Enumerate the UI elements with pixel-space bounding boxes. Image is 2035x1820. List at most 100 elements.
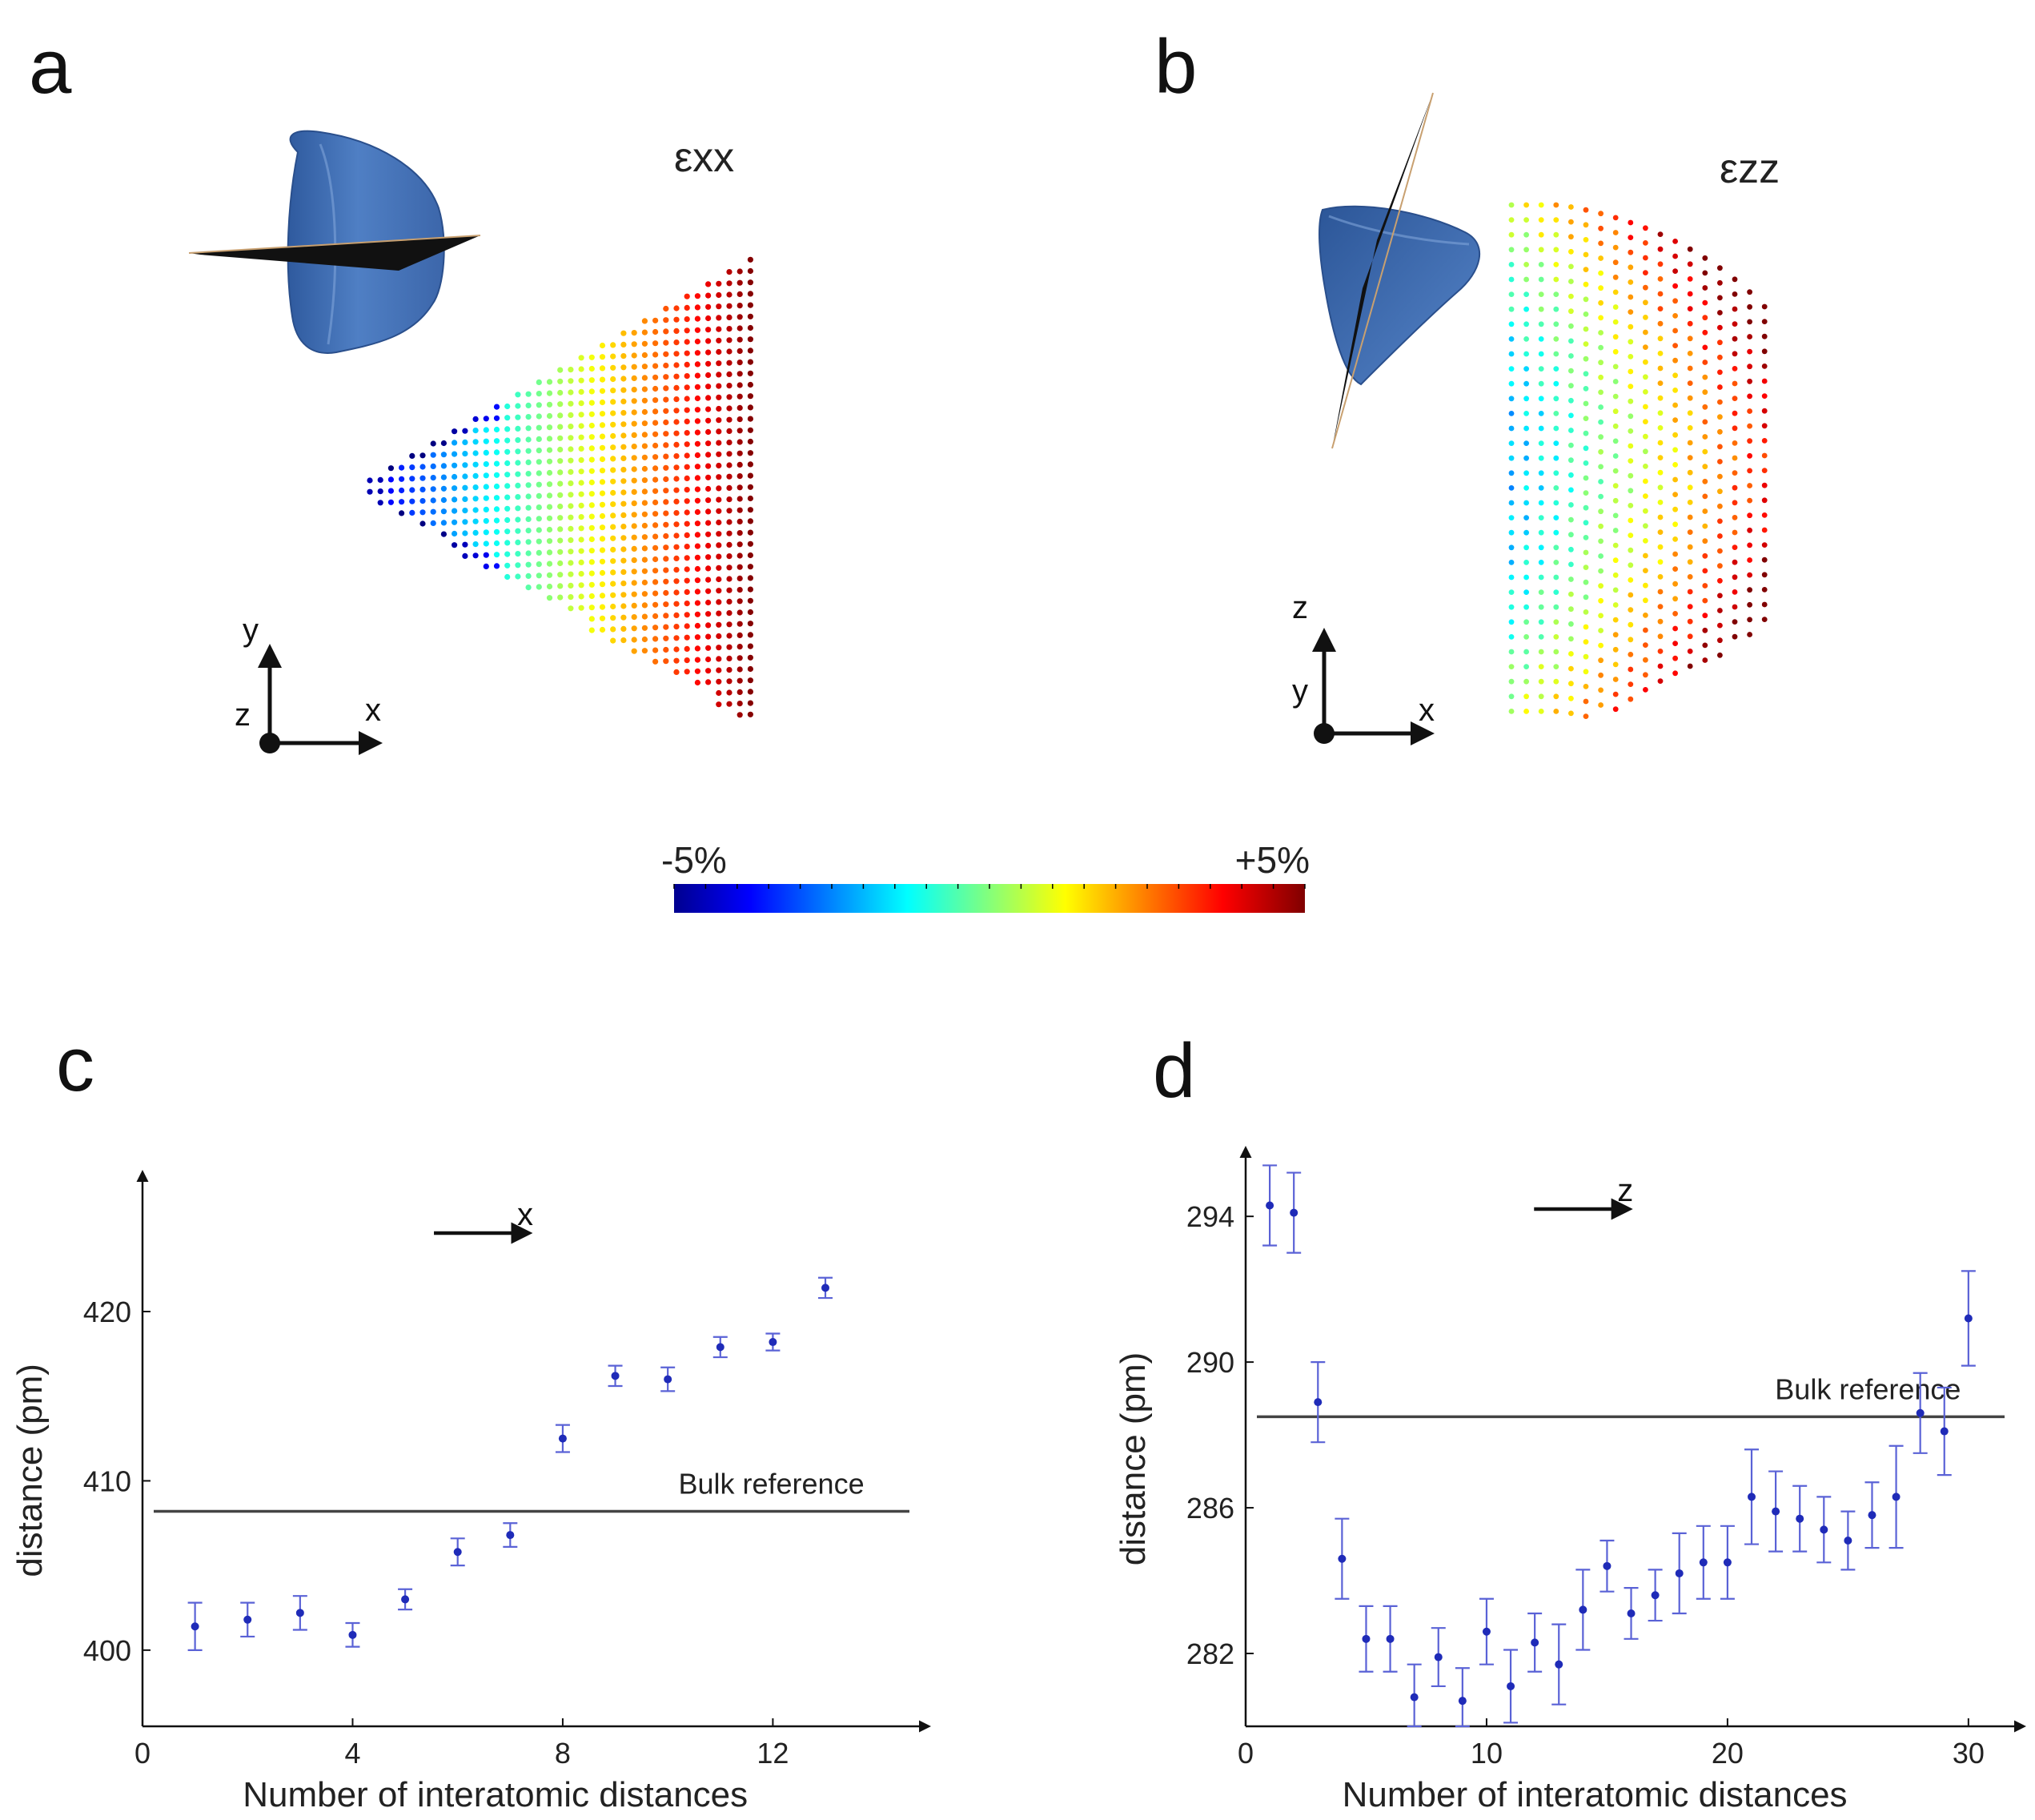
lattice-point	[631, 387, 637, 393]
lattice-point	[1732, 425, 1738, 432]
lattice-point	[1672, 536, 1679, 542]
lattice-point	[694, 679, 701, 686]
lattice-point	[663, 305, 669, 312]
lattice-point	[631, 444, 637, 450]
data-point	[1913, 1372, 1928, 1454]
lattice-point	[1598, 642, 1604, 649]
lattice-point	[1717, 428, 1723, 435]
lattice-point	[673, 567, 680, 573]
lattice-point	[483, 427, 489, 433]
lattice-point	[599, 411, 606, 417]
data-point	[1431, 1627, 1446, 1688]
lattice-point	[1598, 493, 1604, 500]
lattice-point	[440, 440, 448, 447]
data-point	[1937, 1386, 1952, 1476]
lattice-point	[641, 568, 648, 574]
lattice-point	[1717, 279, 1723, 286]
lattice-point	[599, 569, 606, 577]
lattice-point	[747, 336, 754, 343]
lattice-point	[1732, 335, 1738, 342]
lattice-point	[673, 373, 680, 380]
lattice-point	[1747, 408, 1753, 414]
lattice-point	[525, 391, 532, 397]
lattice-point	[1657, 678, 1664, 684]
lattice-point	[1538, 515, 1544, 520]
lattice-point	[610, 421, 616, 428]
lattice-point	[1612, 364, 1619, 370]
lattice-point	[631, 477, 637, 484]
lattice-point	[1702, 270, 1708, 276]
lattice-point	[694, 338, 701, 345]
data-marker	[1699, 1558, 1708, 1567]
data-point	[660, 1366, 676, 1392]
lattice-point	[652, 465, 659, 472]
lattice-point	[652, 533, 659, 540]
lattice-point	[557, 446, 564, 453]
data-point	[1720, 1525, 1735, 1600]
lattice-point	[1612, 691, 1619, 697]
lattice-point	[610, 569, 616, 576]
lattice-point	[1687, 484, 1693, 491]
lattice-point	[1568, 428, 1574, 433]
lattice-point	[716, 701, 722, 708]
lattice-point	[1687, 306, 1693, 311]
lattice-point	[726, 428, 733, 435]
panel-a-axis-right-label: x	[365, 693, 381, 728]
lattice-point	[663, 396, 669, 403]
lattice-point	[726, 519, 733, 525]
lattice-point	[1657, 455, 1664, 460]
lattice-point	[652, 636, 659, 642]
lattice-point	[641, 420, 648, 427]
x-tick-label: 10	[1471, 1737, 1503, 1770]
lattice-point	[737, 632, 743, 639]
lattice-point	[684, 350, 690, 356]
lattice-point	[1628, 428, 1634, 434]
lattice-point	[1538, 321, 1544, 327]
lattice-point	[1657, 574, 1664, 580]
lattice-point	[747, 256, 754, 263]
lattice-point	[726, 394, 733, 400]
lattice-point	[1612, 512, 1619, 519]
lattice-point	[726, 541, 733, 548]
lattice-point	[1612, 259, 1619, 266]
data-point	[1961, 1270, 1976, 1367]
lattice-point	[1598, 672, 1604, 678]
data-point	[1816, 1496, 1832, 1564]
lattice-point	[1717, 488, 1723, 495]
lattice-point	[1747, 289, 1753, 295]
lattice-point	[1508, 262, 1515, 267]
lattice-point	[726, 360, 733, 366]
lattice-point	[631, 466, 637, 472]
data-point	[712, 1336, 728, 1359]
lattice-point	[1657, 529, 1664, 535]
lattice-point	[1538, 544, 1544, 551]
lattice-point	[399, 499, 405, 505]
lattice-point	[1657, 395, 1664, 401]
lattice-point	[620, 603, 627, 609]
lattice-point	[1538, 425, 1544, 432]
lattice-point	[610, 467, 616, 473]
lattice-point	[1568, 665, 1574, 672]
lattice-point	[1568, 651, 1574, 657]
lattice-point	[1732, 589, 1738, 595]
lattice-point	[440, 452, 448, 458]
lattice-point	[557, 515, 564, 521]
lattice-point	[747, 416, 754, 422]
lattice-point	[525, 493, 532, 500]
data-marker	[1603, 1561, 1612, 1570]
lattice-point	[737, 325, 743, 331]
lattice-point	[599, 468, 606, 474]
lattice-point	[737, 677, 743, 684]
lattice-point	[568, 457, 574, 464]
lattice-point	[641, 443, 648, 449]
lattice-point	[1508, 693, 1515, 700]
lattice-point	[663, 488, 669, 494]
lattice-point	[493, 552, 500, 558]
lattice-point	[631, 512, 637, 518]
lattice-point	[1523, 336, 1529, 342]
lattice-point	[483, 449, 489, 456]
lattice-point	[1568, 353, 1574, 359]
data-marker	[821, 1284, 830, 1292]
lattice-point	[705, 577, 712, 583]
lattice-point	[1612, 274, 1619, 280]
